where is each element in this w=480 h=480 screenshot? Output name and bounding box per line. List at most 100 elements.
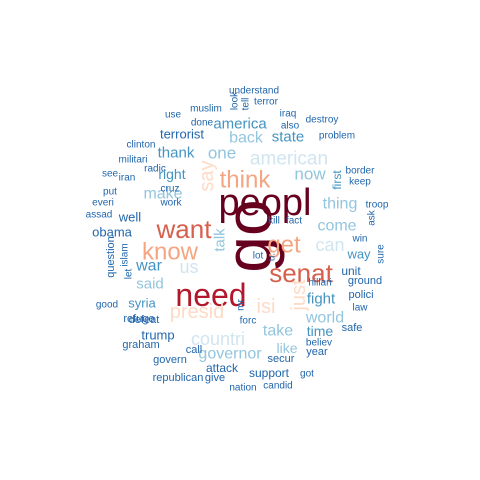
word-cruz: cruz [161, 184, 180, 195]
word-want: want [156, 214, 213, 244]
word-forc: forc [240, 316, 257, 327]
word-believ: believ [306, 338, 332, 349]
word-like: like [276, 340, 297, 356]
word-assad: assad [86, 210, 113, 221]
word-make: make [143, 186, 182, 203]
word-everi: everi [92, 198, 114, 209]
word-tell: tell [241, 98, 252, 111]
word-back: back [229, 130, 264, 147]
word-defeat: defeat [129, 314, 160, 326]
word-america: america [213, 116, 267, 133]
word-thing: thing [323, 196, 358, 213]
word-way: way [346, 247, 371, 262]
word-troop: troop [366, 200, 389, 211]
word-get: get [267, 232, 301, 259]
word-sure: sure [376, 244, 387, 264]
word-terrorist: terrorist [160, 127, 204, 142]
word-said: said [136, 276, 164, 293]
word-think: think [220, 167, 272, 194]
word-u: u. [267, 253, 278, 261]
word-muslim: muslim [190, 104, 222, 115]
word-american: american [250, 149, 328, 170]
word-world: world [305, 310, 344, 327]
word-well: well [118, 210, 142, 225]
word-presid: presid [170, 301, 224, 323]
word-radic: radic [144, 164, 166, 175]
word-iraq: iraq [280, 109, 297, 120]
word-win: win [351, 234, 367, 245]
word-republican: republican [153, 372, 204, 384]
word-problem: problem [319, 131, 355, 142]
word-go: go [211, 199, 285, 272]
word-destroy: destroy [306, 115, 339, 126]
word-call: call [186, 344, 203, 356]
word-good: good [96, 300, 118, 311]
word-one: one [208, 144, 236, 163]
word-border: border [346, 166, 376, 177]
word-attack: attack [206, 361, 239, 375]
word-polici: polici [348, 289, 373, 301]
word-thank: thank [158, 145, 195, 162]
word-law: law [352, 303, 368, 314]
word-militari: militari [119, 155, 148, 166]
word-refuge: refuge [123, 313, 154, 325]
word-ground: ground [348, 275, 382, 287]
word-lot: lot [253, 251, 264, 262]
word-countri: countri [191, 329, 245, 349]
word-govern: govern [153, 354, 187, 366]
word-say: say [196, 160, 218, 191]
word-done: done [191, 118, 214, 129]
word-also: also [281, 121, 300, 132]
word-fight: fight [307, 291, 336, 308]
word-nation: nation [229, 383, 256, 394]
word-us: us [179, 257, 198, 277]
word-safe: safe [342, 322, 363, 334]
word-first: first [330, 170, 344, 190]
word-peopl: peopl [219, 182, 312, 224]
word-take: take [263, 323, 293, 340]
word-come: come [317, 218, 356, 235]
word-ask: ask [367, 209, 378, 226]
word-islam: islam [120, 243, 131, 266]
word-state: state [272, 129, 305, 146]
word-put: put [103, 187, 117, 198]
word-graham: graham [122, 339, 159, 351]
word-let: let [124, 268, 135, 279]
word-isi: isi [257, 296, 276, 318]
word-time: time [307, 323, 334, 339]
word-just: just [288, 279, 310, 312]
word-obama: obama [92, 225, 133, 240]
word-iran: iran [119, 173, 136, 184]
word-give: give [205, 372, 225, 384]
word-question: question [105, 236, 117, 278]
word-mr: mr [236, 299, 247, 311]
word-use: use [165, 110, 182, 121]
word-candid: candid [263, 381, 292, 392]
word-right: right [158, 166, 185, 182]
word-see: see [102, 169, 119, 180]
word-hillari: hillari [308, 278, 331, 289]
word-senat: senat [269, 258, 333, 288]
word-fact: fact [286, 216, 302, 227]
word-trump: trump [141, 328, 174, 343]
word-understand: understand [229, 86, 279, 97]
word-terror: terror [254, 97, 279, 108]
word-work: work [159, 198, 182, 209]
word-got: got [300, 369, 314, 380]
word-unit: unit [341, 264, 361, 278]
word-war: war [135, 258, 162, 275]
word-now: now [294, 165, 326, 184]
word-governor: governor [198, 346, 262, 363]
word-secur: secur [268, 353, 295, 365]
word-keep: keep [349, 177, 371, 188]
word-can: can [315, 235, 344, 255]
word-syria: syria [128, 296, 156, 311]
word-know: know [142, 239, 199, 266]
word-need: need [175, 277, 246, 313]
word-clinton: clinton [127, 140, 156, 151]
word-support: support [249, 366, 290, 380]
word-talk: talk [212, 228, 229, 252]
word-look: look [230, 91, 241, 110]
word-kill: kill [268, 216, 280, 227]
